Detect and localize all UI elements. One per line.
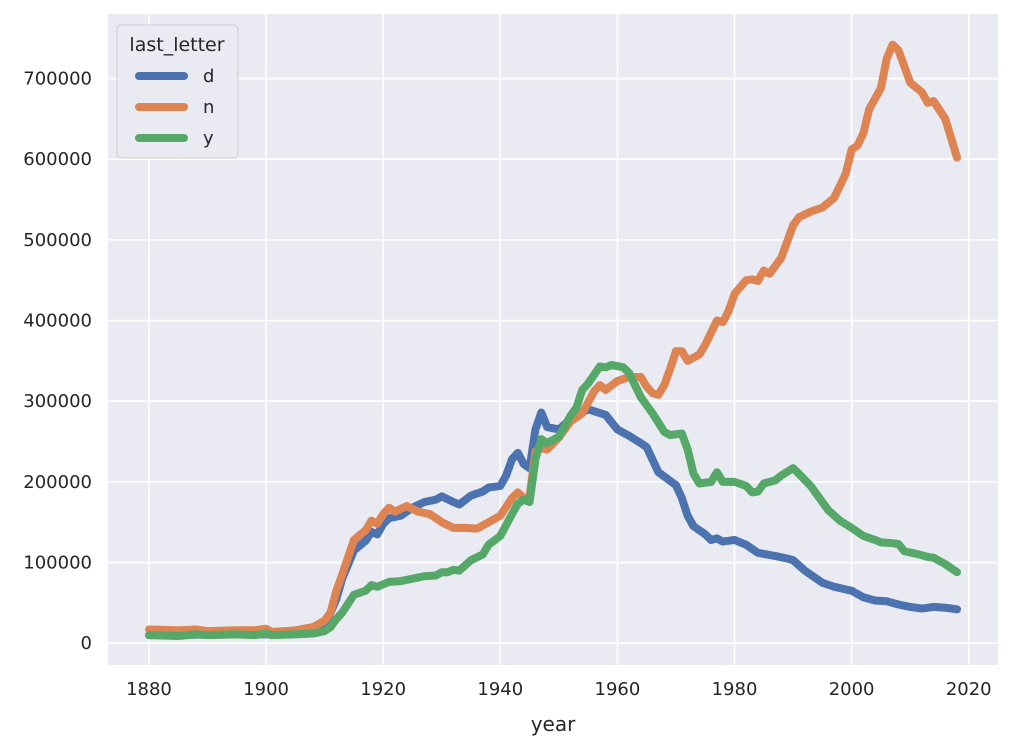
x-tick-label: 2000 (829, 679, 875, 700)
legend-label-d: d (203, 66, 214, 87)
x-axis-ticks: 1880 1900 1920 1940 1960 1980 2000 2020 (126, 679, 992, 700)
legend-label-n: n (203, 97, 214, 118)
y-tick-label: 400000 (23, 311, 92, 332)
legend-label-y: y (203, 128, 214, 149)
legend: last_letter dny (116, 24, 239, 159)
x-tick-label: 1940 (477, 679, 523, 700)
legend-box (116, 24, 239, 159)
y-tick-label: 100000 (23, 553, 92, 574)
x-tick-label: 1900 (243, 679, 289, 700)
x-tick-label: 1960 (595, 679, 641, 700)
series-line-n (144, 40, 962, 636)
plot-background (108, 14, 998, 665)
x-axis-label: year (531, 712, 576, 736)
y-tick-label: 700000 (23, 69, 92, 90)
legend-items: dny (135, 66, 214, 149)
x-tick-label: 1880 (126, 679, 172, 700)
y-tick-label: 200000 (23, 472, 92, 493)
y-tick-label: 500000 (23, 230, 92, 251)
y-axis-ticks: 0 100000 200000 300000 400000 500000 600000 700… (23, 69, 92, 655)
x-tick-label: 1980 (712, 679, 758, 700)
series-line-y (144, 360, 962, 640)
y-tick-label: 600000 (23, 149, 92, 170)
x-tick-label: 2020 (946, 679, 992, 700)
y-tick-label: 300000 (23, 391, 92, 412)
y-tick-label: 0 (81, 633, 92, 654)
legend-title: last_letter (129, 34, 224, 56)
x-tick-label: 1920 (360, 679, 406, 700)
series-lines (144, 40, 962, 640)
